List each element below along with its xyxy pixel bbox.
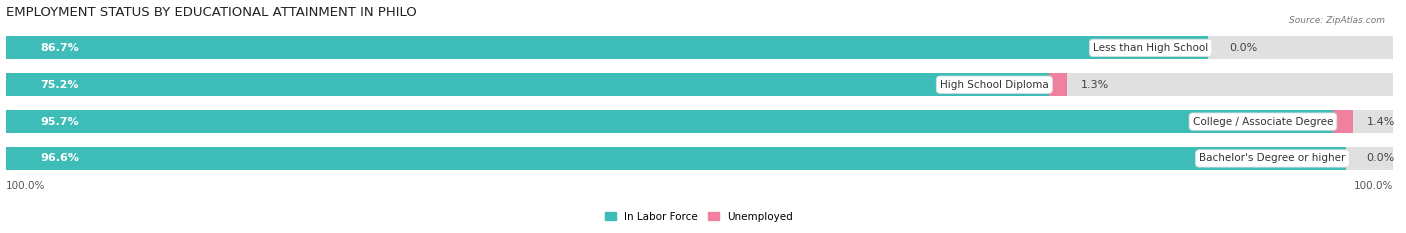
Text: College / Associate Degree: College / Associate Degree [1192, 116, 1333, 127]
Text: 1.3%: 1.3% [1081, 80, 1109, 90]
Text: 0.0%: 0.0% [1367, 154, 1395, 164]
Text: 100.0%: 100.0% [1354, 181, 1393, 191]
Text: High School Diploma: High School Diploma [941, 80, 1049, 90]
Bar [1333, 110, 1353, 133]
Bar [6, 110, 1333, 133]
Text: 95.7%: 95.7% [41, 116, 79, 127]
Text: 75.2%: 75.2% [41, 80, 79, 90]
Text: Source: ZipAtlas.com: Source: ZipAtlas.com [1289, 16, 1385, 25]
Text: 100.0%: 100.0% [6, 181, 45, 191]
Text: EMPLOYMENT STATUS BY EDUCATIONAL ATTAINMENT IN PHILO: EMPLOYMENT STATUS BY EDUCATIONAL ATTAINM… [6, 6, 416, 19]
Text: Bachelor's Degree or higher: Bachelor's Degree or higher [1199, 154, 1346, 164]
Text: Less than High School: Less than High School [1092, 43, 1208, 53]
Bar [6, 73, 1049, 96]
Bar [6, 73, 1393, 96]
Text: 0.0%: 0.0% [1229, 43, 1257, 53]
Bar [6, 36, 1393, 59]
Text: 86.7%: 86.7% [41, 43, 79, 53]
Bar [1049, 73, 1067, 96]
Legend: In Labor Force, Unemployed: In Labor Force, Unemployed [606, 212, 793, 222]
Bar [6, 147, 1393, 170]
Bar [6, 36, 1208, 59]
Bar [6, 147, 1346, 170]
Text: 96.6%: 96.6% [41, 154, 79, 164]
Bar [6, 110, 1393, 133]
Text: 1.4%: 1.4% [1367, 116, 1395, 127]
